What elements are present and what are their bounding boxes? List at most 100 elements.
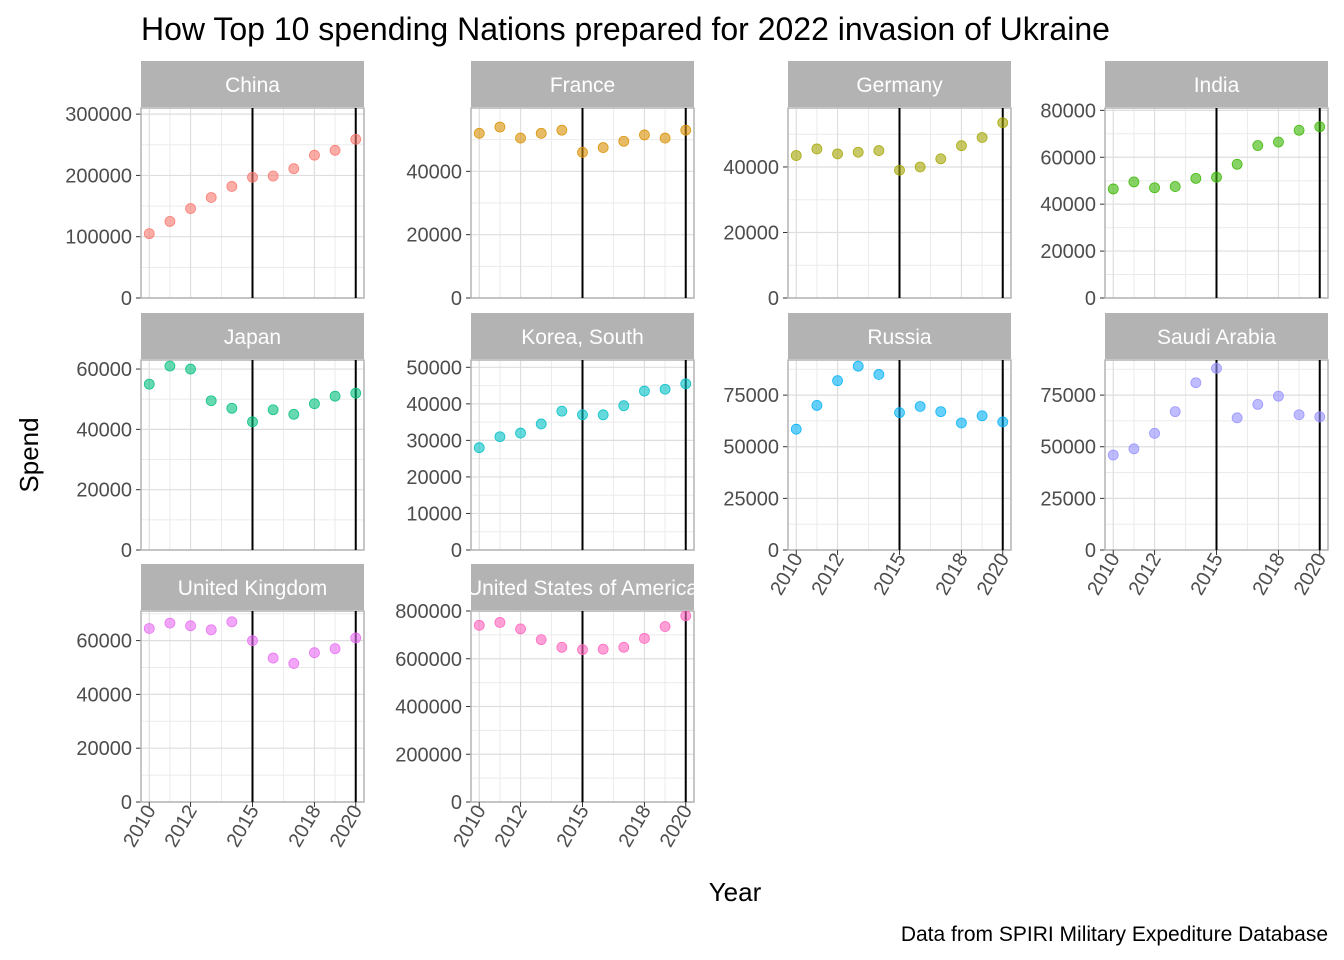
data-point — [185, 363, 196, 375]
data-point — [205, 395, 217, 407]
x-tick-label: 2012 — [491, 802, 532, 852]
y-tick-label: 20000 — [76, 480, 132, 502]
data-point — [1107, 449, 1119, 461]
points-japan — [143, 360, 362, 428]
x-tick-label: 2020 — [973, 550, 1014, 600]
points-saudi-arabia — [1107, 362, 1326, 461]
data-point — [1293, 409, 1305, 421]
y-tick-label: 20000 — [406, 225, 462, 247]
data-point — [639, 633, 650, 644]
data-point — [350, 133, 362, 145]
data-point — [790, 150, 802, 161]
y-tick-label: 60000 — [1040, 147, 1096, 169]
facet-strip — [141, 564, 364, 610]
y-tick-label: 40000 — [723, 157, 779, 179]
facet-panels: 0100000200000300000China02000040000Franc… — [65, 61, 1331, 851]
data-point — [309, 647, 320, 659]
data-point — [894, 164, 905, 176]
data-point — [494, 431, 506, 443]
facet-strip — [788, 313, 1011, 359]
data-point — [494, 617, 506, 628]
data-point — [1314, 411, 1326, 423]
data-point — [976, 132, 988, 143]
points-china — [143, 133, 362, 240]
facet-label: Germany — [856, 74, 943, 97]
y-tick-label: 25000 — [1040, 488, 1096, 510]
y-tick-label: 100000 — [65, 227, 132, 249]
points-united-kingdom — [143, 616, 362, 669]
data-point — [680, 611, 692, 622]
data-point — [1314, 121, 1326, 133]
data-point — [659, 132, 671, 144]
data-point — [956, 140, 967, 152]
data-point — [832, 148, 843, 160]
data-point — [997, 416, 1009, 428]
data-point — [556, 124, 568, 136]
points-united-states-of-america — [473, 611, 692, 656]
data-point — [556, 641, 568, 653]
points-india — [1107, 121, 1326, 195]
data-point — [1128, 443, 1140, 455]
data-point — [535, 634, 547, 646]
y-tick-label: 80000 — [1040, 100, 1096, 122]
y-tick-label: 25000 — [723, 488, 779, 510]
y-tick-label: 200000 — [395, 744, 462, 766]
data-point — [288, 658, 300, 669]
panel-india: 0 20000 40000 60000 80000 India — [1040, 61, 1329, 310]
data-point — [597, 142, 609, 153]
data-point — [852, 360, 864, 372]
x-tick-label: 2018 — [284, 802, 325, 852]
data-point — [1107, 183, 1119, 195]
data-point — [873, 369, 885, 380]
data-point — [535, 418, 547, 430]
points-france — [473, 121, 692, 158]
data-point — [329, 643, 341, 655]
data-point — [515, 132, 526, 144]
data-point — [247, 171, 258, 183]
data-point — [914, 161, 926, 173]
data-point — [1169, 181, 1181, 192]
data-point — [473, 442, 485, 454]
y-tick-label: 0 — [121, 792, 132, 814]
y-tick-label: 20000 — [406, 467, 462, 489]
data-point — [1169, 406, 1181, 418]
data-point — [914, 401, 926, 412]
y-tick-label: 40000 — [76, 419, 132, 441]
data-point — [873, 145, 885, 156]
y-tick-label: 50000 — [406, 357, 462, 379]
facet-label: United States of America — [467, 577, 698, 600]
data-point — [329, 144, 341, 156]
data-point — [832, 375, 843, 387]
facet-strip — [1105, 313, 1328, 359]
y-tick-label: 800000 — [395, 601, 462, 623]
data-point — [1190, 172, 1202, 184]
y-tick-label: 30000 — [406, 430, 462, 452]
data-point — [515, 623, 526, 635]
data-point — [164, 617, 176, 629]
facet-label: China — [225, 74, 280, 97]
data-point — [680, 124, 692, 136]
data-point — [556, 405, 568, 417]
data-point — [1273, 390, 1284, 402]
y-tick-label: 0 — [768, 288, 779, 310]
facet-strip — [788, 61, 1011, 107]
y-tick-label: 40000 — [406, 394, 462, 416]
facet-label: Korea, South — [521, 326, 644, 349]
facet-strip — [471, 564, 694, 610]
x-tick-label: 2012 — [161, 802, 202, 852]
data-point — [226, 181, 238, 192]
data-point — [267, 404, 279, 416]
x-tick-label: 2018 — [931, 550, 972, 600]
data-point — [1273, 136, 1284, 148]
data-point — [288, 408, 300, 420]
data-point — [350, 632, 362, 644]
data-point — [350, 387, 362, 399]
data-point — [1128, 176, 1140, 188]
y-tick-label: 0 — [1085, 288, 1096, 310]
data-point — [247, 635, 258, 646]
data-point — [1149, 427, 1160, 439]
facet-label: India — [1194, 74, 1240, 97]
data-point — [935, 406, 947, 418]
